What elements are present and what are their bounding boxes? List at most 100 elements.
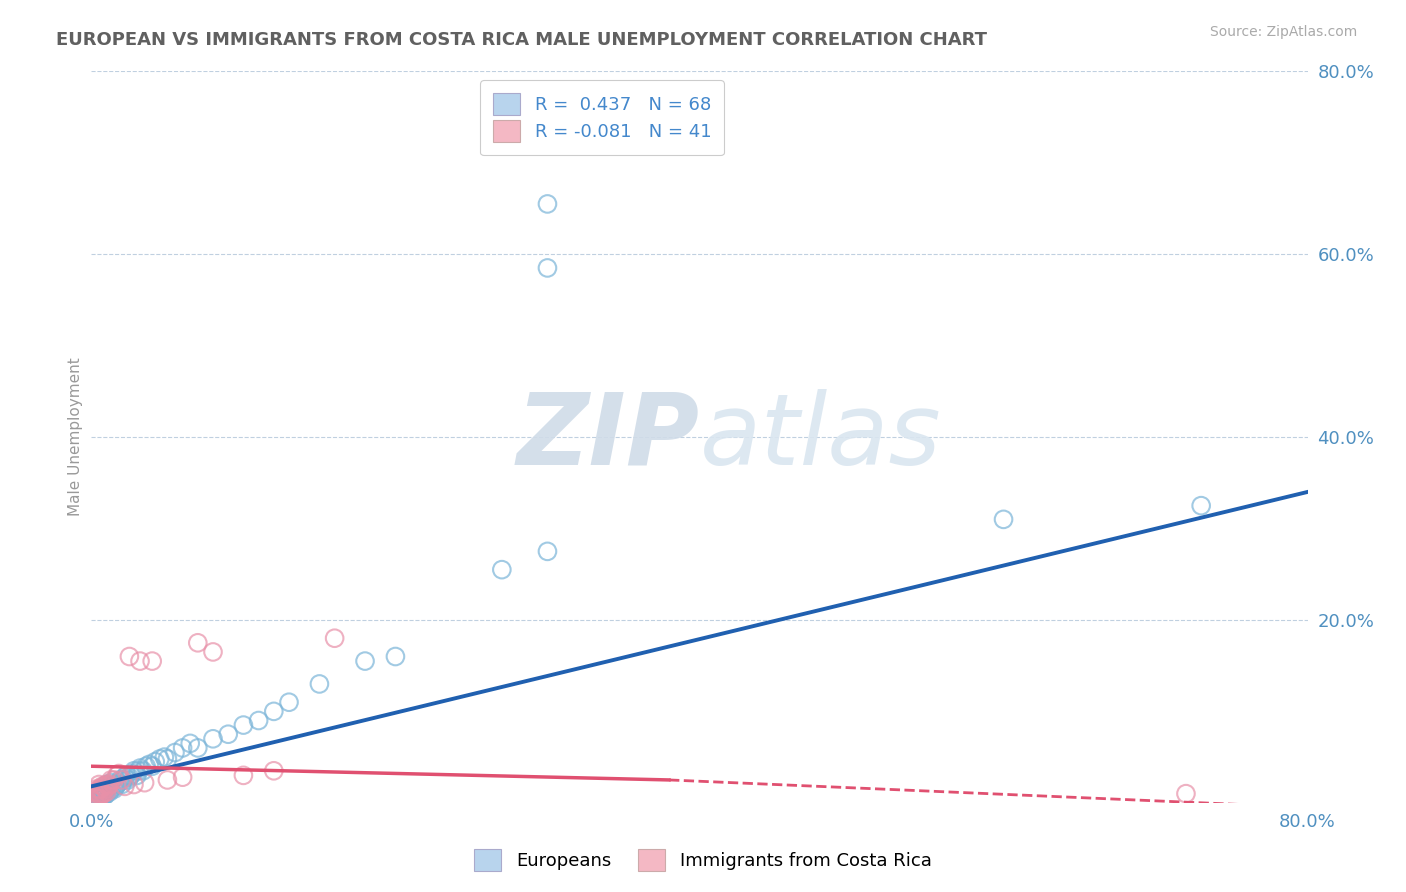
Point <box>87 785 110 799</box>
Point <box>118 649 141 664</box>
Point <box>247 714 270 728</box>
Point <box>87 777 110 792</box>
Point <box>114 780 136 794</box>
Point <box>122 777 145 792</box>
Point <box>156 772 179 787</box>
Point <box>536 544 558 558</box>
Point <box>96 785 118 799</box>
Point <box>100 782 122 797</box>
Point <box>187 740 209 755</box>
Point <box>993 512 1015 526</box>
Point <box>202 645 225 659</box>
Point <box>135 759 157 773</box>
Point <box>87 791 110 805</box>
Point <box>98 780 121 794</box>
Point <box>134 775 156 789</box>
Text: atlas: atlas <box>699 389 941 485</box>
Point <box>172 740 194 755</box>
Point <box>179 736 201 750</box>
Point <box>84 789 107 803</box>
Point <box>87 787 110 801</box>
Point <box>129 654 152 668</box>
Point <box>156 752 179 766</box>
Point <box>121 766 143 780</box>
Point <box>96 782 118 797</box>
Text: EUROPEAN VS IMMIGRANTS FROM COSTA RICA MALE UNEMPLOYMENT CORRELATION CHART: EUROPEAN VS IMMIGRANTS FROM COSTA RICA M… <box>56 31 987 49</box>
Point <box>163 746 186 760</box>
Point <box>1174 787 1197 801</box>
Point <box>91 782 114 797</box>
Point <box>94 782 117 797</box>
Point <box>536 197 558 211</box>
Point <box>103 782 125 797</box>
Point <box>263 705 285 719</box>
Point <box>100 772 122 787</box>
Point <box>94 782 117 797</box>
Point <box>232 768 254 782</box>
Point <box>187 636 209 650</box>
Point <box>118 770 141 784</box>
Point <box>91 791 114 805</box>
Point <box>128 764 150 778</box>
Point <box>87 789 110 803</box>
Point <box>89 791 111 805</box>
Point <box>93 785 115 799</box>
Point <box>153 750 176 764</box>
Point <box>91 787 114 801</box>
Point <box>86 785 108 799</box>
Point <box>308 677 330 691</box>
Point <box>263 764 285 778</box>
Point <box>232 718 254 732</box>
Point <box>86 791 108 805</box>
Point <box>83 785 105 799</box>
Point <box>120 768 142 782</box>
Point <box>84 791 107 805</box>
Point <box>354 654 377 668</box>
Point <box>129 761 152 775</box>
Point <box>89 789 111 803</box>
Point <box>114 770 136 784</box>
Point <box>217 727 239 741</box>
Point <box>91 787 114 801</box>
Point <box>111 772 134 787</box>
Point <box>115 768 138 782</box>
Point <box>132 764 155 778</box>
Point <box>86 791 108 805</box>
Point <box>138 757 160 772</box>
Point <box>1189 499 1212 513</box>
Point <box>93 789 115 803</box>
Point <box>122 764 145 778</box>
Point <box>107 775 129 789</box>
Point <box>202 731 225 746</box>
Point <box>89 789 111 803</box>
Y-axis label: Male Unemployment: Male Unemployment <box>67 358 83 516</box>
Point <box>278 695 301 709</box>
Legend: R =  0.437   N = 68, R = -0.081   N = 41: R = 0.437 N = 68, R = -0.081 N = 41 <box>481 80 724 155</box>
Point <box>83 791 105 805</box>
Point <box>86 787 108 801</box>
Point <box>141 654 163 668</box>
Point <box>93 787 115 801</box>
Point <box>89 782 111 797</box>
Point <box>84 782 107 797</box>
Point <box>100 775 122 789</box>
Point <box>143 755 166 769</box>
Point <box>91 780 114 794</box>
Point <box>96 777 118 792</box>
Point <box>84 791 107 805</box>
Point <box>491 563 513 577</box>
Point <box>87 782 110 797</box>
Point <box>87 791 110 805</box>
Text: ZIP: ZIP <box>516 389 699 485</box>
Point <box>96 777 118 792</box>
Point <box>93 780 115 794</box>
Point <box>84 787 107 801</box>
Point <box>94 789 117 803</box>
Point <box>117 772 139 787</box>
Point <box>384 649 406 664</box>
Point <box>98 777 121 792</box>
Point <box>149 752 172 766</box>
Point <box>125 768 148 782</box>
Point <box>111 777 134 792</box>
Point <box>112 772 135 787</box>
